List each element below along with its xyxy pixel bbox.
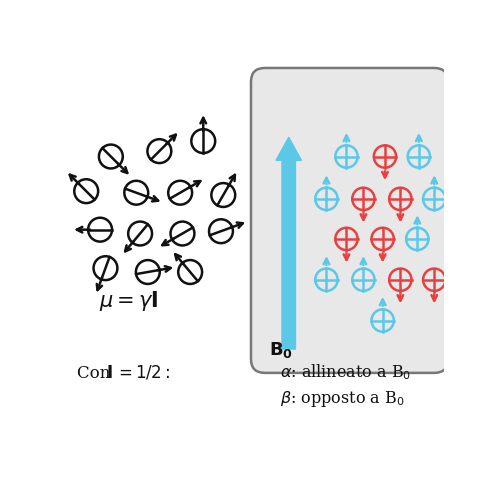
- Text: $\alpha$: allineato a B$_0$: $\alpha$: allineato a B$_0$: [280, 363, 411, 382]
- Text: $\mathbf{B_0}$: $\mathbf{B_0}$: [269, 340, 293, 360]
- Text: $\mathbf{I}$: $\mathbf{I}$: [106, 365, 113, 382]
- FancyBboxPatch shape: [251, 68, 448, 373]
- Text: $\beta$: opposto a B$_0$: $\beta$: opposto a B$_0$: [280, 389, 405, 409]
- Text: $=1/2:$: $=1/2:$: [115, 364, 170, 382]
- Text: Con: Con: [77, 365, 116, 382]
- FancyArrow shape: [276, 137, 301, 349]
- Text: $\mu = \gamma \mathbf{I}$: $\mu = \gamma \mathbf{I}$: [99, 289, 158, 313]
